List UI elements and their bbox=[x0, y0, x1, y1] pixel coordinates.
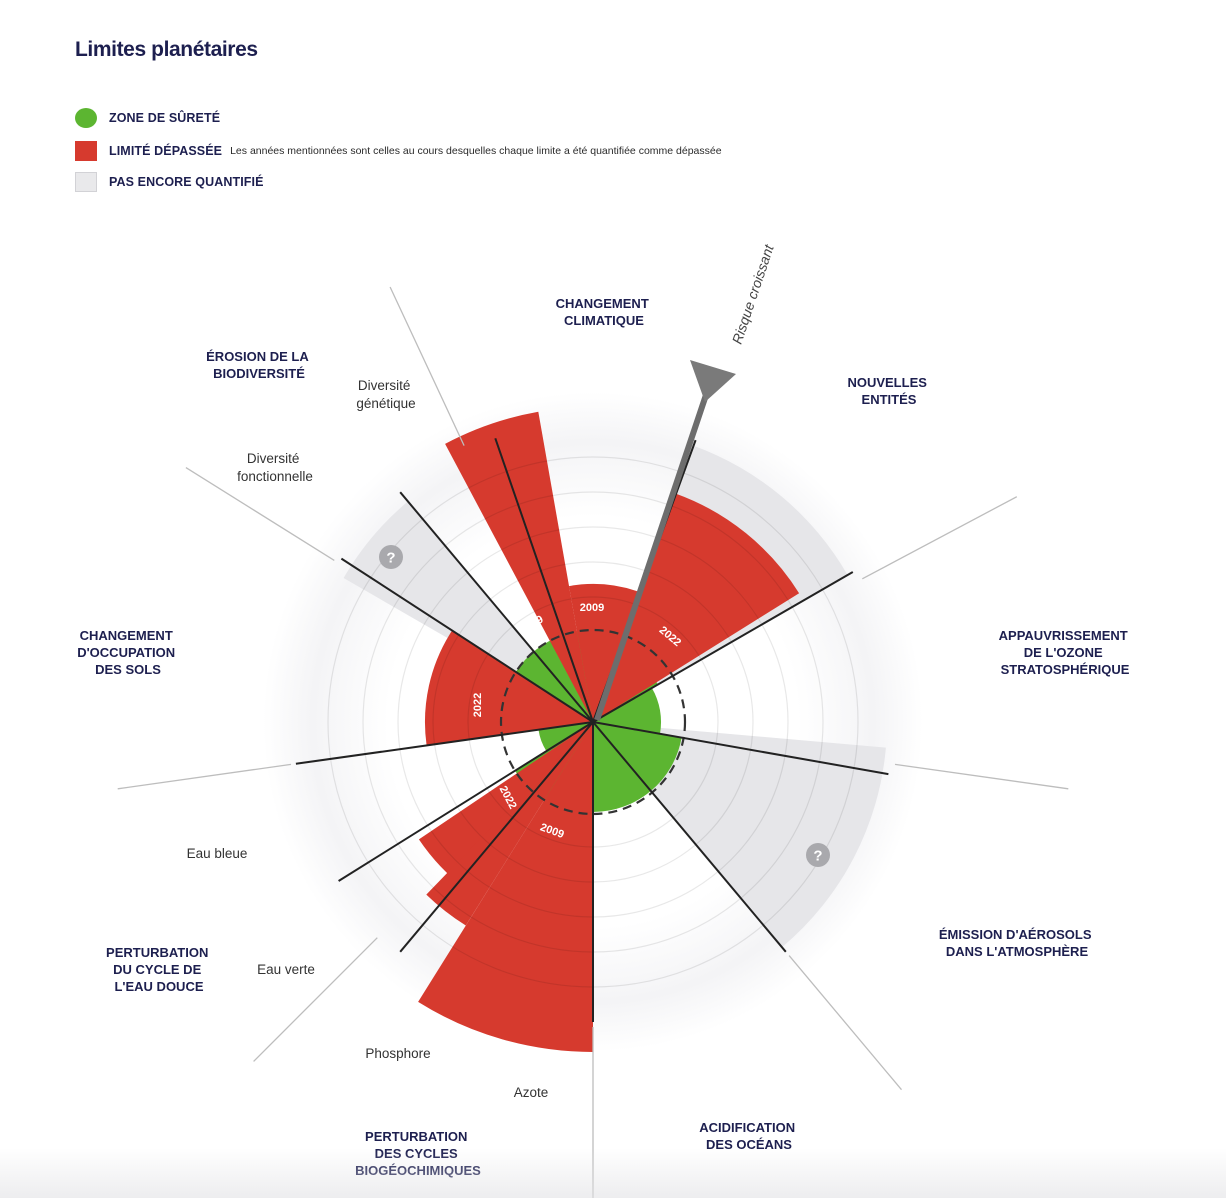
exceeded-sector-blue-water bbox=[418, 722, 593, 894]
risk-arrow-head-icon bbox=[690, 360, 736, 402]
category-guide-line bbox=[788, 955, 902, 1091]
sublabel-green-water: Eau verte bbox=[257, 962, 315, 977]
sector-divider-line bbox=[592, 571, 854, 723]
safe-zone-swatch-icon bbox=[75, 108, 97, 128]
legend-label-not-quantified: PAS ENCORE QUANTIFIÉ bbox=[109, 175, 264, 189]
category-aerosol-loading: ÉMISSION D'AÉROSOLS DANS L'ATMOSPHÈRE bbox=[939, 927, 1095, 959]
legend-item-exceeded: LIMITÉ DÉPASSÉE Les années mentionnées s… bbox=[75, 141, 722, 161]
sublabel-genetic-diversity: Diversité génétique bbox=[356, 378, 415, 411]
category-guide-line bbox=[894, 763, 1069, 790]
safe-sector-ozone bbox=[593, 688, 662, 734]
sublabel-phosphorus: Phosphore bbox=[365, 1046, 430, 1061]
legend-item-not-quantified: PAS ENCORE QUANTIFIÉ bbox=[75, 172, 264, 192]
sublabel-blue-water: Eau bleue bbox=[187, 846, 248, 861]
page-title: Limites planétaires bbox=[75, 38, 258, 61]
sector-divider-line bbox=[592, 721, 889, 776]
legend-note-years: Les années mentionnées sont celles au co… bbox=[230, 145, 722, 157]
sublabel-nitrogen: Azote bbox=[514, 1085, 549, 1100]
safe-sector-blue-water bbox=[538, 722, 593, 752]
unknown-marker-aerosols: ? bbox=[806, 843, 830, 867]
category-guide-line bbox=[861, 496, 1018, 580]
year-label-climate-co2: 2009 bbox=[580, 602, 604, 614]
sector-divider-line bbox=[340, 557, 594, 723]
legend-item-safe: ZONE DE SÛRETÉ bbox=[75, 108, 220, 128]
unknown-mark: ? bbox=[813, 848, 822, 865]
exceeded-sector-genetic-diversity bbox=[445, 411, 593, 722]
category-freshwater-change: PERTURBATION DU CYCLE DE L'EAU DOUCE bbox=[106, 945, 212, 994]
year-label-land: 2022 bbox=[472, 693, 484, 717]
exceeded-sector-land bbox=[424, 630, 593, 746]
sector-divider-line bbox=[494, 437, 594, 723]
category-ozone-depletion: APPAUVRISSEMENT DE L'OZONE STRATOSPHÉRIQ… bbox=[999, 628, 1132, 677]
category-biosphere-integrity: ÉROSION DE LA BIODIVERSITÉ bbox=[206, 349, 312, 381]
category-guide-line bbox=[185, 467, 335, 561]
sector-divider-line bbox=[399, 721, 594, 953]
category-guide-line bbox=[253, 937, 378, 1062]
category-guide-line bbox=[117, 763, 292, 790]
sublabel-functional-diversity: Diversité fonctionnelle bbox=[237, 451, 313, 484]
category-guide-line bbox=[389, 286, 465, 446]
unknown-mark: ? bbox=[386, 550, 395, 567]
category-novel-entities: NOUVELLES ENTITÉS bbox=[847, 375, 930, 407]
safe-sector-aerosols bbox=[593, 722, 682, 791]
category-biogeochemical-flows: PERTURBATION DES CYCLES BIOGÉOCHIMIQUES bbox=[355, 1129, 481, 1178]
legend-label-exceeded: LIMITÉ DÉPASSÉE bbox=[109, 144, 223, 158]
question-icon bbox=[806, 843, 830, 867]
safe-boundary-dashed-circle bbox=[499, 628, 687, 816]
risk-arrow-label: Risque croissant bbox=[729, 242, 777, 346]
risk-arrow-shaft bbox=[594, 391, 710, 721]
sector-divider-line bbox=[338, 721, 594, 882]
category-land-system-change: CHANGEMENT D'OCCUPATION DES SOLS bbox=[77, 628, 179, 677]
category-climate-change: CHANGEMENT CLIMATIQUE bbox=[556, 296, 653, 328]
category-ocean-acidification: ACIDIFICATION DES OCÉANS bbox=[699, 1120, 798, 1152]
legend-label-safe: ZONE DE SÛRETÉ bbox=[109, 111, 221, 125]
sector-divider-line bbox=[592, 721, 787, 953]
exceeded-sector-climate-co2 bbox=[569, 583, 641, 722]
unknown-marker-biodiversity: ? bbox=[379, 545, 403, 569]
exceeded-sector-nitrogen bbox=[418, 722, 593, 1052]
sector-divider-line bbox=[399, 491, 594, 723]
sector-divider-line bbox=[295, 721, 594, 765]
safe-sector-ocean bbox=[593, 722, 651, 812]
not-quantified-swatch-icon bbox=[75, 172, 97, 192]
exceeded-swatch-icon bbox=[75, 141, 97, 161]
exceeded-sector-climate-forcing bbox=[593, 493, 800, 722]
question-icon bbox=[379, 545, 403, 569]
